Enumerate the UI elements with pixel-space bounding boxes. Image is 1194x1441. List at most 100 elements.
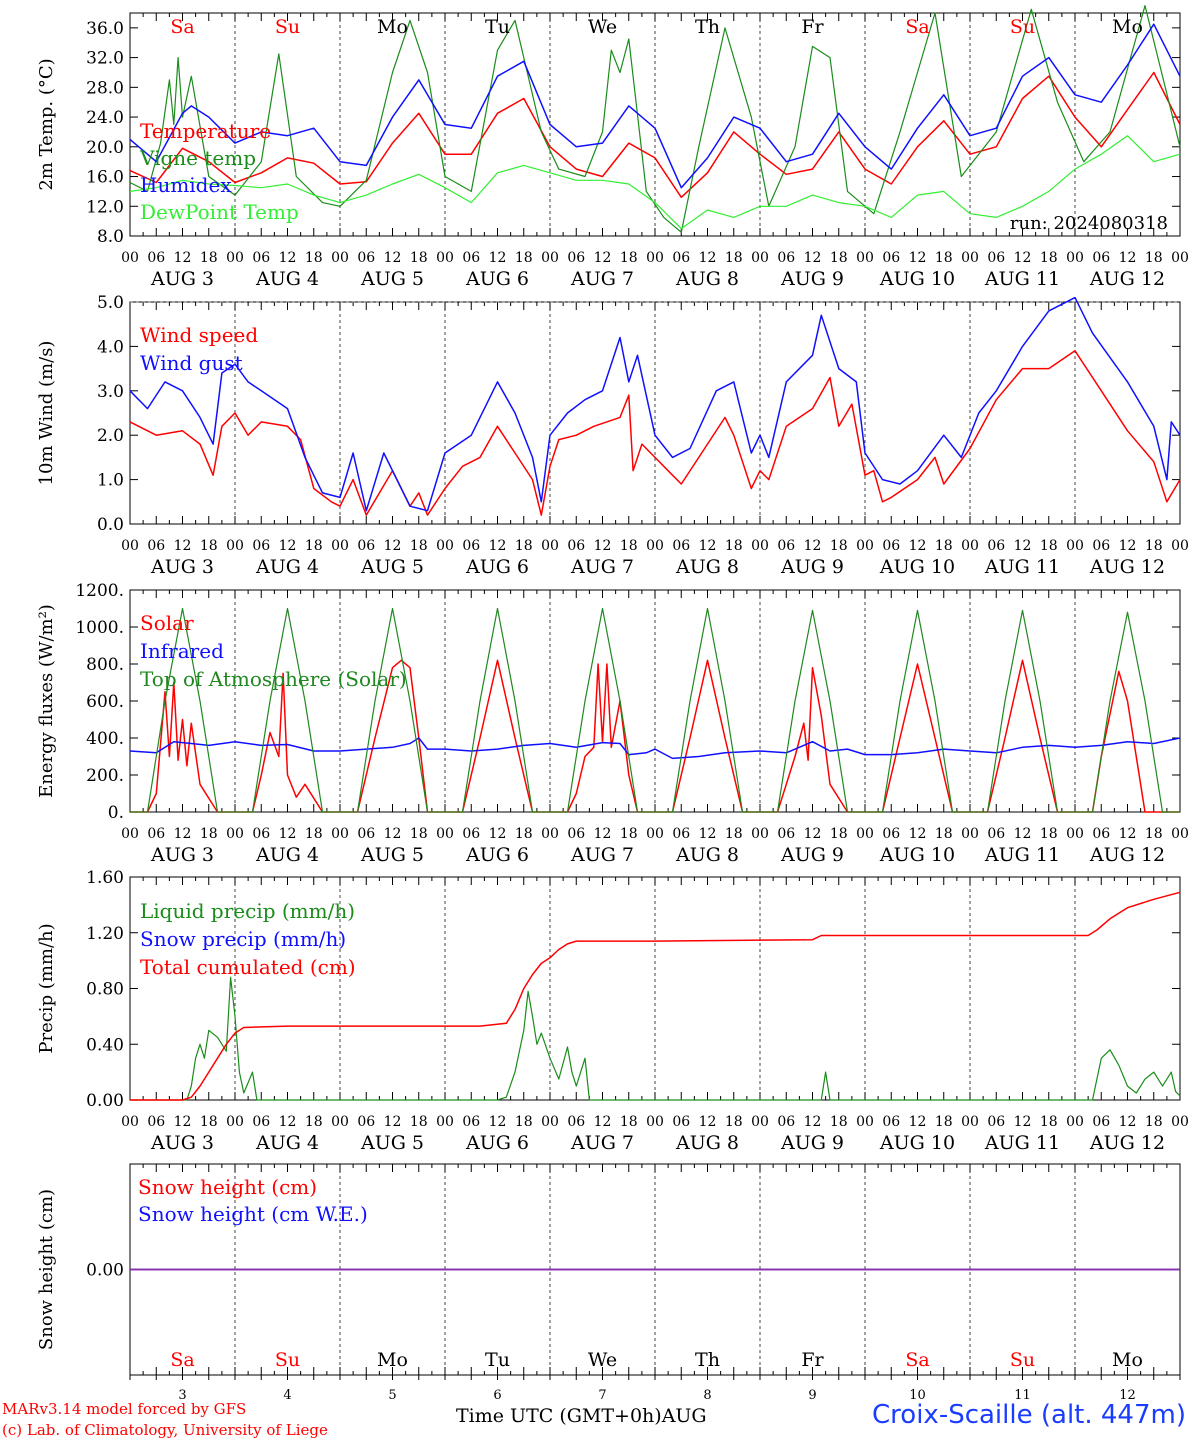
hour-label: 18 bbox=[200, 250, 218, 266]
hour-label: 00 bbox=[751, 250, 769, 266]
time-label: Time UTC (GMT+0h) bbox=[456, 1405, 662, 1427]
date-label: AUG 5 bbox=[360, 556, 424, 578]
date-label: AUG 9 bbox=[780, 844, 844, 866]
hour-label: 12 bbox=[909, 1114, 927, 1130]
series-wind-gust bbox=[129, 296, 1181, 512]
hour-label: 12 bbox=[279, 826, 297, 842]
hour-label: 12 bbox=[1119, 826, 1137, 842]
y-tick-label: 24.0 bbox=[86, 108, 124, 128]
date-label: AUG 5 bbox=[360, 844, 424, 866]
date-label: AUG 11 bbox=[984, 1132, 1060, 1154]
hour-label: 18 bbox=[725, 1114, 743, 1130]
series-vigne-temp bbox=[129, 5, 1181, 233]
date-label: AUG 3 bbox=[150, 268, 214, 290]
hour-label: 06 bbox=[252, 1114, 270, 1130]
wind-panel: 0.0 1.0 2.0 3.0 4.0 5.0 10m Wind (m/s) Wind spe… bbox=[36, 293, 1189, 578]
hour-label: 18 bbox=[410, 826, 428, 842]
hour-label: 00 bbox=[751, 538, 769, 554]
hour-label: 00 bbox=[751, 826, 769, 842]
hour-label: 00 bbox=[856, 250, 874, 266]
y-tick-label: 800. bbox=[86, 655, 124, 675]
hour-label: 18 bbox=[1040, 826, 1058, 842]
hour-label: 00 bbox=[751, 1114, 769, 1130]
day-name: Tu bbox=[485, 1349, 510, 1371]
hour-label: 12 bbox=[384, 538, 402, 554]
series-total-cumulated-cm- bbox=[130, 891, 1181, 1101]
y-tick-label: 12.0 bbox=[86, 197, 124, 217]
hour-label: 00 bbox=[646, 538, 664, 554]
hour-label: 12 bbox=[699, 250, 717, 266]
hour-label: 18 bbox=[1040, 250, 1058, 266]
hour-label: 06 bbox=[987, 1114, 1005, 1130]
date-label: AUG 7 bbox=[570, 268, 634, 290]
date-label: AUG 12 bbox=[1089, 1132, 1165, 1154]
hour-label: 06 bbox=[147, 1114, 165, 1130]
hour-label: 12 bbox=[1014, 250, 1032, 266]
day-number: 7 bbox=[598, 1388, 606, 1403]
hour-label: 06 bbox=[462, 1114, 480, 1130]
day-name: Tu bbox=[485, 16, 510, 38]
hour-label: 06 bbox=[462, 826, 480, 842]
wind-ylabel: 10m Wind (m/s) bbox=[36, 341, 57, 486]
day-number: 4 bbox=[283, 1388, 291, 1403]
date-label: AUG 4 bbox=[255, 556, 319, 578]
hour-label: 12 bbox=[804, 250, 822, 266]
hour-label: 12 bbox=[909, 538, 927, 554]
hour-label: 06 bbox=[147, 826, 165, 842]
hour-label: 06 bbox=[462, 538, 480, 554]
hour-label: 18 bbox=[1145, 250, 1163, 266]
precip-ylabel: Precip (mm/h) bbox=[36, 923, 57, 1053]
y-tick-label: 0.00 bbox=[86, 1261, 124, 1281]
date-label: AUG 6 bbox=[465, 556, 529, 578]
y-tick-label: 1000. bbox=[75, 618, 124, 638]
day-number: 12 bbox=[1119, 1388, 1136, 1403]
y-tick-label: 2.0 bbox=[97, 426, 124, 446]
legend-entry: Snow precip (mm/h) bbox=[140, 927, 346, 951]
y-tick-label: 32.0 bbox=[86, 49, 124, 69]
hour-label: 06 bbox=[987, 250, 1005, 266]
hour-label: 06 bbox=[777, 538, 795, 554]
date-label: AUG 3 bbox=[150, 844, 214, 866]
hour-label: 18 bbox=[515, 538, 533, 554]
hour-label: 12 bbox=[1119, 250, 1137, 266]
hour-label: 18 bbox=[830, 250, 848, 266]
date-label: AUG 7 bbox=[570, 1132, 634, 1154]
hour-label: 12 bbox=[699, 1114, 717, 1130]
date-label: AUG 8 bbox=[675, 844, 739, 866]
legend-entry: DewPoint Temp bbox=[140, 200, 299, 224]
legend-entry: Snow height (cm W.E.) bbox=[138, 1202, 368, 1226]
hour-label: 12 bbox=[909, 250, 927, 266]
date-label: AUG 4 bbox=[255, 844, 319, 866]
date-label: AUG 8 bbox=[675, 556, 739, 578]
model-credit: MARv3.14 model forced by GFS (c) Lab. of… bbox=[2, 1399, 328, 1441]
hour-label: 06 bbox=[882, 1114, 900, 1130]
day-name: Th bbox=[695, 16, 720, 38]
hour-label: 00 bbox=[121, 250, 139, 266]
day-name: Fr bbox=[801, 16, 824, 38]
day-number: 9 bbox=[808, 1388, 816, 1403]
y-tick-label: 0. bbox=[108, 803, 124, 823]
y-tick-label: 16.0 bbox=[86, 168, 124, 188]
energy-panel: 0. 200. 400. 600. 800. 1000. 1200. Energy fluxe… bbox=[36, 581, 1189, 866]
hour-label: 12 bbox=[804, 538, 822, 554]
hour-label: 12 bbox=[1119, 538, 1137, 554]
hour-label: 06 bbox=[252, 538, 270, 554]
y-tick-label: 4.0 bbox=[97, 337, 124, 357]
hour-label: 00 bbox=[541, 250, 559, 266]
legend-entry: Liquid precip (mm/h) bbox=[140, 899, 355, 923]
run-annotation: run: 2024080318 bbox=[1010, 213, 1168, 234]
hour-label: 12 bbox=[174, 1114, 192, 1130]
hour-label: 12 bbox=[594, 826, 612, 842]
hour-label: 18 bbox=[1040, 1114, 1058, 1130]
day-name: Su bbox=[275, 16, 300, 38]
day-name: Su bbox=[1010, 1349, 1035, 1371]
hour-label: 18 bbox=[830, 1114, 848, 1130]
legend-entry: Wind speed bbox=[140, 323, 258, 347]
hour-label: 06 bbox=[462, 250, 480, 266]
hour-label: 18 bbox=[830, 538, 848, 554]
hour-label: 00 bbox=[226, 538, 244, 554]
hour-label: 06 bbox=[567, 250, 585, 266]
hour-label: 18 bbox=[935, 250, 953, 266]
y-tick-label: 0.40 bbox=[86, 1035, 124, 1055]
date-label: AUG 12 bbox=[1089, 268, 1165, 290]
